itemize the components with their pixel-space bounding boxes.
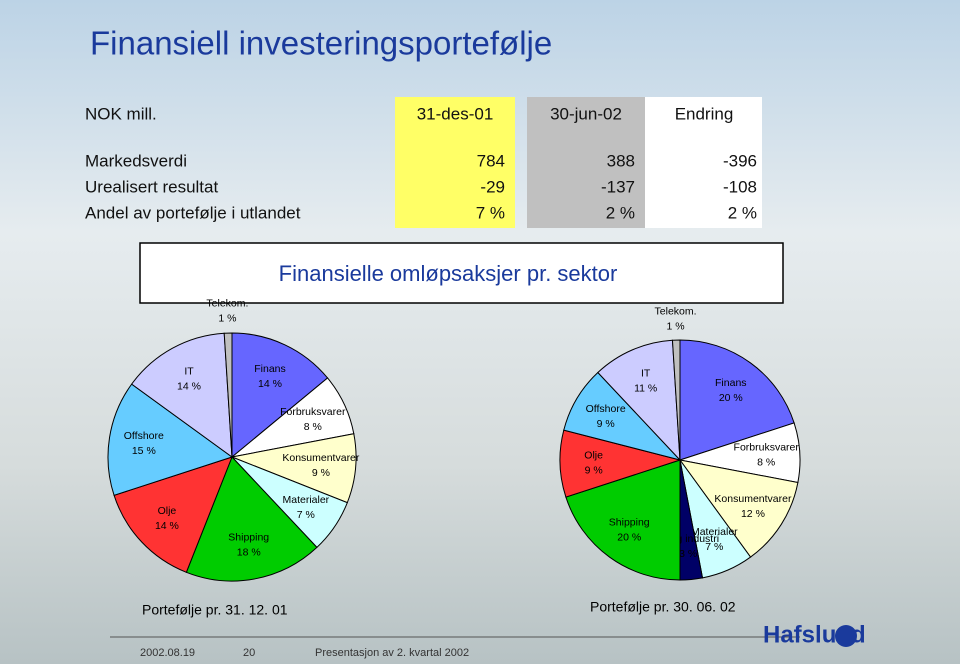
- slice-value: 18 %: [237, 546, 261, 558]
- table-cell: 388: [607, 151, 635, 170]
- footer-text: Presentasjon av 2. kvartal 2002: [315, 647, 469, 659]
- slice-value: 20 %: [719, 392, 743, 404]
- slice-label: Forbruksvarer: [280, 406, 346, 418]
- footer-date: 2002.08.19: [140, 647, 195, 659]
- slice-label: Shipping: [609, 517, 650, 529]
- slice-value: 3 %: [679, 548, 697, 560]
- column-bg: [395, 97, 515, 228]
- table-header: NOK mill.: [85, 104, 157, 123]
- pie-slice: [565, 459, 681, 581]
- slice-label: Shipping: [228, 531, 269, 543]
- slice-value: 9 %: [312, 467, 330, 479]
- chart-title: Portefølje pr. 30. 06. 02: [590, 599, 736, 615]
- slice-value: 1 %: [667, 320, 685, 332]
- slice-label: Konsumentvarer: [714, 493, 792, 505]
- slice-label: Finans: [254, 363, 286, 375]
- slice-value: 9 %: [585, 464, 603, 476]
- table-cell: 784: [477, 151, 505, 170]
- slice-value: 8 %: [304, 421, 322, 433]
- slice-label: Finans: [715, 377, 747, 389]
- footer-page: 20: [243, 647, 255, 659]
- slice-label: Olje: [584, 449, 603, 461]
- pie-slice: [597, 339, 681, 462]
- table-cell: 2 %: [728, 203, 757, 222]
- table-cell: 2 %: [606, 203, 635, 222]
- section-title: Finansielle omløpsaksjer pr. sektor: [279, 261, 618, 286]
- slice-value: 14 %: [258, 378, 282, 390]
- table-header: 31-des-01: [417, 104, 494, 123]
- table-body: Markedsverdi 784 388 -396 Urealisert resulta…: [85, 151, 757, 222]
- row-label: Urealisert resultat: [85, 177, 218, 196]
- slice-value: 9 %: [597, 418, 615, 430]
- pie-slice: [223, 332, 233, 458]
- slice-value: 14 %: [177, 381, 201, 393]
- slice-label: Forbruksvarer: [734, 441, 800, 453]
- table-cell: -137: [601, 177, 635, 196]
- slice-label: Telekom.: [206, 298, 248, 310]
- slice-label: Konsumentvarer: [282, 452, 360, 464]
- slide-title: Finansiell investeringsportefølje: [90, 25, 552, 62]
- slice-label: IT: [184, 366, 194, 378]
- slice-label: Olje: [158, 505, 177, 517]
- slice-value: 8 %: [757, 456, 775, 468]
- table-header: 30-jun-02: [550, 104, 622, 123]
- slice-label: Telekom.: [655, 305, 697, 317]
- slice-label: Materialer: [691, 526, 738, 538]
- table-cell: -108: [723, 177, 757, 196]
- pie-slice: [678, 459, 799, 558]
- table-cell: -29: [480, 177, 505, 196]
- table-cell: 7 %: [476, 203, 505, 222]
- section-box: [139, 242, 784, 304]
- table-header: Endring: [675, 104, 734, 123]
- row-label: Markedsverdi: [85, 151, 187, 170]
- slice-label: IT: [641, 367, 651, 379]
- pie-slice: [679, 339, 795, 461]
- pie-slice: [107, 383, 234, 496]
- slice-value: 14 %: [155, 520, 179, 532]
- slice-value: 20 %: [617, 532, 641, 544]
- pie-slice: [185, 456, 318, 582]
- slice-value: 7 %: [297, 509, 315, 521]
- slice-label: Materialer: [282, 494, 329, 506]
- slice-value: 15 %: [132, 445, 156, 457]
- pie-slice: [671, 339, 681, 461]
- charts: Finans 14 % Forbruksvarer 8 % Konsumentvarer…: [107, 298, 801, 618]
- slice-value: 7 %: [705, 541, 723, 553]
- pie-slice: [231, 332, 329, 459]
- pie-slice: [130, 332, 233, 459]
- chart-title: Portefølje pr. 31. 12. 01: [142, 602, 288, 618]
- row-label: Andel av portefølje i utlandet: [85, 203, 301, 222]
- slice-label: Offshore: [586, 403, 626, 415]
- logo-mark: [835, 625, 857, 647]
- slice-value: 11 %: [634, 382, 657, 394]
- slice-label: Offshore: [124, 430, 164, 442]
- slice-value: 1 %: [218, 313, 236, 325]
- slice-value: 12 %: [741, 508, 765, 520]
- column-bg: [527, 97, 645, 228]
- column-bg: [645, 97, 762, 228]
- table-cell: -396: [723, 151, 757, 170]
